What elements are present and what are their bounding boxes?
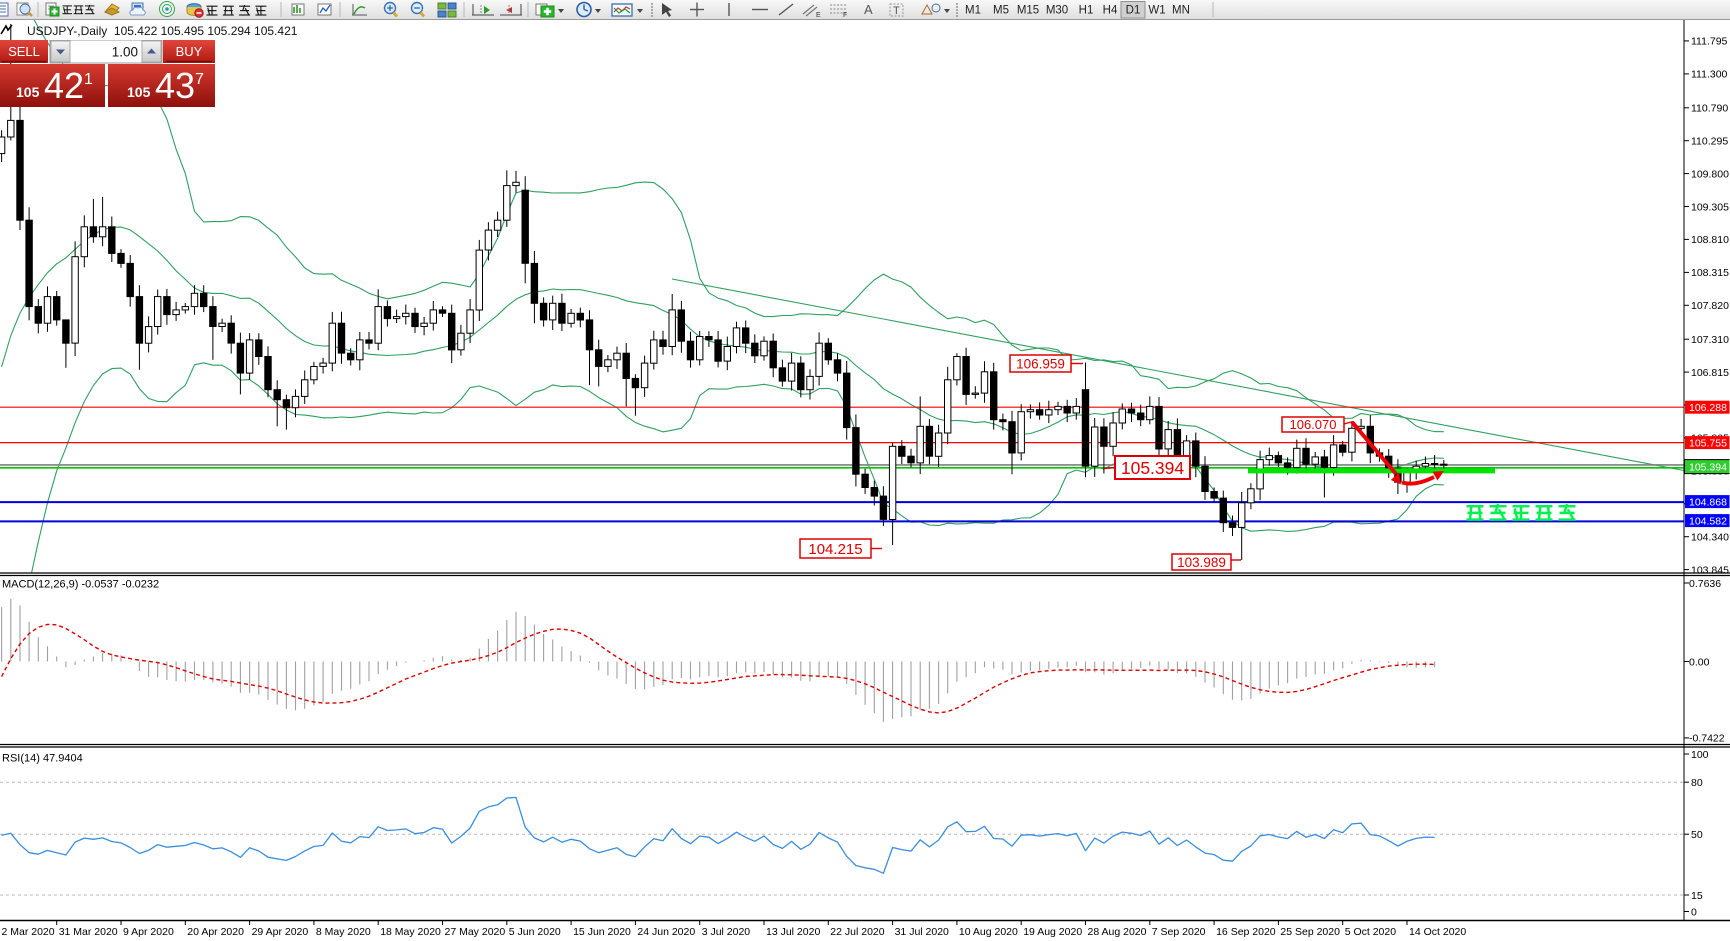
svg-text:28 Aug 2020: 28 Aug 2020	[1088, 926, 1147, 938]
svg-text:15 Jun 2020: 15 Jun 2020	[573, 926, 631, 938]
svg-text:RSI(14) 47.9404: RSI(14) 47.9404	[2, 753, 83, 765]
svg-text:29 Apr 2020: 29 Apr 2020	[252, 926, 309, 938]
svg-text:109.800: 109.800	[1691, 168, 1729, 180]
svg-text:3 Jul 2020: 3 Jul 2020	[702, 926, 751, 938]
svg-text:25 Sep 2020: 25 Sep 2020	[1280, 926, 1340, 938]
svg-text:80: 80	[1691, 777, 1703, 789]
svg-text:105: 105	[16, 84, 40, 100]
svg-text:103.989: 103.989	[1177, 555, 1226, 570]
svg-text:1: 1	[84, 71, 93, 88]
svg-text:BUY: BUY	[176, 44, 203, 59]
svg-text:MACD(12,26,9) -0.0537 -0.0232: MACD(12,26,9) -0.0537 -0.0232	[2, 579, 159, 591]
svg-text:0: 0	[1691, 906, 1697, 918]
svg-text:24 Jun 2020: 24 Jun 2020	[637, 926, 695, 938]
svg-text:27 May 2020: 27 May 2020	[445, 926, 506, 938]
svg-text:14 Oct 2020: 14 Oct 2020	[1409, 926, 1466, 938]
svg-text:110.295: 110.295	[1691, 136, 1728, 148]
svg-text:105.394: 105.394	[1121, 458, 1185, 478]
svg-text:H1: H1	[1079, 5, 1094, 17]
svg-text:8 May 2020: 8 May 2020	[316, 926, 371, 938]
svg-text:104.868: 104.868	[1689, 496, 1727, 508]
svg-text:9 Apr 2020: 9 Apr 2020	[123, 926, 174, 938]
svg-text:0.7636: 0.7636	[1689, 578, 1721, 590]
svg-text:M5: M5	[993, 5, 1009, 17]
svg-text:103.845: 103.845	[1691, 564, 1729, 576]
svg-text:104.215: 104.215	[808, 541, 862, 558]
svg-text:108.810: 108.810	[1691, 234, 1729, 246]
svg-text:105: 105	[127, 84, 151, 100]
svg-text:2 Mar 2020: 2 Mar 2020	[2, 926, 55, 938]
svg-text:5 Jun 2020: 5 Jun 2020	[509, 926, 561, 938]
svg-text:13 Jul 2020: 13 Jul 2020	[766, 926, 820, 938]
svg-text:105.394: 105.394	[1689, 461, 1727, 473]
svg-text:105.755: 105.755	[1689, 437, 1727, 449]
svg-text:31 Mar 2020: 31 Mar 2020	[59, 926, 118, 938]
svg-text:10 Aug 2020: 10 Aug 2020	[959, 926, 1018, 938]
svg-text:111.300: 111.300	[1691, 69, 1728, 81]
svg-text:M15: M15	[1017, 5, 1039, 17]
svg-text:111.795: 111.795	[1691, 36, 1728, 48]
svg-text:50: 50	[1691, 829, 1703, 841]
svg-text:106.815: 106.815	[1691, 367, 1729, 379]
svg-text:109.305: 109.305	[1691, 201, 1729, 213]
svg-text:100: 100	[1691, 749, 1709, 761]
svg-text:16 Sep 2020: 16 Sep 2020	[1216, 926, 1276, 938]
svg-text:15: 15	[1691, 890, 1703, 902]
svg-text:104.582: 104.582	[1689, 515, 1727, 527]
svg-text:7: 7	[195, 71, 204, 88]
svg-text:-0.7422: -0.7422	[1689, 733, 1725, 745]
svg-text:110.790: 110.790	[1691, 103, 1728, 115]
svg-text:A: A	[864, 2, 873, 17]
svg-text:7 Sep 2020: 7 Sep 2020	[1152, 926, 1206, 938]
svg-text:0.00: 0.00	[1689, 656, 1710, 668]
svg-text:18 May 2020: 18 May 2020	[380, 926, 441, 938]
svg-text:43: 43	[155, 65, 195, 106]
svg-text:20 Apr 2020: 20 Apr 2020	[187, 926, 244, 938]
svg-text:D1: D1	[1126, 5, 1141, 17]
svg-text:SELL: SELL	[8, 44, 40, 59]
svg-text:106.288: 106.288	[1689, 402, 1727, 414]
svg-text:107.310: 107.310	[1691, 334, 1729, 346]
svg-text:19 Aug 2020: 19 Aug 2020	[1023, 926, 1082, 938]
svg-text:T: T	[893, 5, 900, 17]
svg-text:H4: H4	[1103, 5, 1118, 17]
svg-text:M30: M30	[1046, 5, 1068, 17]
svg-text:E: E	[816, 12, 821, 19]
svg-text:22 Jul 2020: 22 Jul 2020	[830, 926, 884, 938]
svg-text:106.959: 106.959	[1016, 356, 1065, 371]
svg-text:1.00: 1.00	[112, 45, 138, 60]
svg-text:W1: W1	[1148, 5, 1165, 17]
svg-text:104.340: 104.340	[1691, 532, 1729, 544]
svg-text:F: F	[843, 12, 847, 19]
svg-text:106.070: 106.070	[1290, 417, 1337, 432]
svg-text:M1: M1	[965, 5, 981, 17]
svg-text:MN: MN	[1172, 5, 1190, 17]
svg-text:42: 42	[44, 65, 84, 106]
svg-text:31 Jul 2020: 31 Jul 2020	[895, 926, 949, 938]
svg-text:5 Oct 2020: 5 Oct 2020	[1345, 926, 1397, 938]
svg-text:107.820: 107.820	[1691, 300, 1729, 312]
svg-text:108.315: 108.315	[1691, 267, 1729, 279]
